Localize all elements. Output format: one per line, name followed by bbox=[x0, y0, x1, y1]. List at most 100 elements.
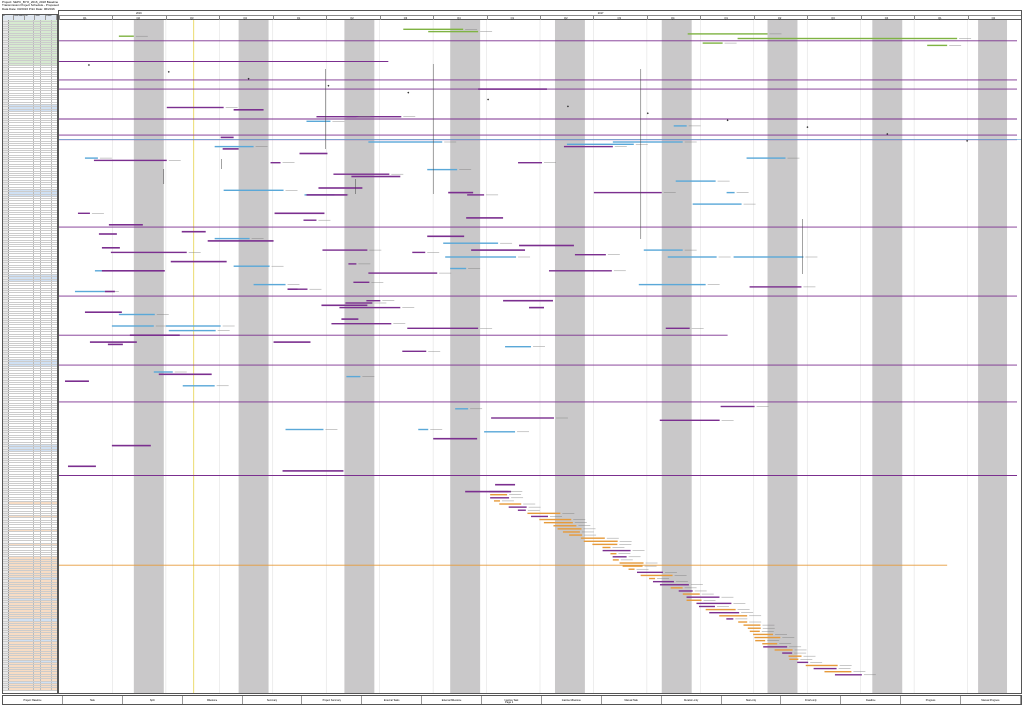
table-row[interactable] bbox=[3, 582, 57, 586]
table-row[interactable] bbox=[3, 233, 57, 236]
table-row[interactable] bbox=[3, 534, 57, 537]
table-row[interactable] bbox=[3, 332, 57, 335]
table-row[interactable] bbox=[3, 555, 57, 558]
table-row[interactable] bbox=[3, 148, 57, 151]
table-row[interactable] bbox=[3, 20, 57, 23]
table-row[interactable] bbox=[3, 536, 57, 540]
table-row[interactable] bbox=[3, 192, 57, 195]
table-row[interactable] bbox=[3, 559, 57, 563]
table-row[interactable] bbox=[3, 674, 57, 677]
table-row[interactable] bbox=[3, 309, 57, 312]
table-row[interactable] bbox=[3, 104, 57, 108]
table-row[interactable] bbox=[3, 201, 57, 204]
table-row[interactable] bbox=[3, 477, 57, 480]
table-row[interactable] bbox=[3, 511, 57, 514]
table-row[interactable] bbox=[3, 153, 57, 156]
table-row[interactable] bbox=[3, 265, 57, 269]
table-row[interactable] bbox=[3, 591, 57, 595]
table-row[interactable] bbox=[3, 185, 57, 188]
table-row[interactable] bbox=[3, 229, 57, 232]
table-row[interactable] bbox=[3, 557, 57, 560]
table-row[interactable] bbox=[3, 431, 57, 434]
table-row[interactable] bbox=[3, 564, 57, 567]
table-row[interactable] bbox=[3, 118, 57, 122]
table-row[interactable] bbox=[3, 47, 57, 50]
table-row[interactable] bbox=[3, 520, 57, 524]
table-row[interactable] bbox=[3, 84, 57, 87]
table-row[interactable] bbox=[3, 376, 57, 379]
table-row[interactable] bbox=[3, 481, 57, 484]
table-row[interactable] bbox=[3, 451, 57, 455]
table-row[interactable] bbox=[3, 160, 57, 163]
table-row[interactable] bbox=[3, 307, 57, 310]
table-row[interactable] bbox=[3, 187, 57, 190]
table-row[interactable] bbox=[3, 624, 57, 627]
table-row[interactable] bbox=[3, 681, 57, 684]
table-row[interactable] bbox=[3, 180, 57, 184]
table-row[interactable] bbox=[3, 670, 57, 673]
table-row[interactable] bbox=[3, 640, 57, 643]
table-row[interactable] bbox=[3, 272, 57, 275]
table-row[interactable] bbox=[3, 93, 57, 96]
table-row[interactable] bbox=[3, 543, 57, 546]
table-row[interactable] bbox=[3, 286, 57, 289]
column-duration[interactable]: Dur bbox=[25, 15, 36, 20]
table-row[interactable] bbox=[3, 495, 57, 498]
table-row[interactable] bbox=[3, 568, 57, 572]
table-row[interactable] bbox=[3, 621, 57, 625]
table-row[interactable] bbox=[3, 525, 57, 528]
table-row[interactable] bbox=[3, 603, 57, 606]
table-row[interactable] bbox=[3, 532, 57, 535]
table-row[interactable] bbox=[3, 362, 57, 365]
table-row[interactable] bbox=[3, 45, 57, 48]
table-row[interactable] bbox=[3, 210, 57, 213]
table-row[interactable] bbox=[3, 500, 57, 503]
table-row[interactable] bbox=[3, 256, 57, 259]
table-row[interactable] bbox=[3, 222, 57, 225]
table-row[interactable] bbox=[3, 293, 57, 296]
table-row[interactable] bbox=[3, 667, 57, 671]
table-row[interactable] bbox=[3, 435, 57, 439]
table-row[interactable] bbox=[3, 346, 57, 349]
table-row[interactable] bbox=[3, 366, 57, 370]
table-row[interactable] bbox=[3, 428, 57, 432]
table-row[interactable] bbox=[3, 550, 57, 553]
table-row[interactable] bbox=[3, 440, 57, 443]
table-row[interactable] bbox=[3, 56, 57, 60]
table-row[interactable] bbox=[3, 483, 57, 487]
table-row[interactable] bbox=[3, 454, 57, 457]
table-row[interactable] bbox=[3, 490, 57, 494]
table-row[interactable] bbox=[3, 107, 57, 110]
table-row[interactable] bbox=[3, 458, 57, 461]
table-row[interactable] bbox=[3, 130, 57, 133]
table-row[interactable] bbox=[3, 146, 57, 149]
table-row[interactable] bbox=[3, 585, 57, 588]
table-row[interactable] bbox=[3, 497, 57, 501]
table-row[interactable] bbox=[3, 403, 57, 406]
table-row[interactable] bbox=[3, 311, 57, 314]
table-row[interactable] bbox=[3, 215, 57, 218]
table-row[interactable] bbox=[3, 359, 57, 363]
table-row[interactable] bbox=[3, 206, 57, 209]
table-row[interactable] bbox=[3, 297, 57, 301]
table-row[interactable] bbox=[3, 245, 57, 248]
table-row[interactable] bbox=[3, 686, 57, 689]
table-row[interactable] bbox=[3, 141, 57, 145]
column-id[interactable]: ID bbox=[3, 15, 14, 20]
table-row[interactable] bbox=[3, 630, 57, 634]
table-row[interactable] bbox=[3, 226, 57, 230]
table-row[interactable] bbox=[3, 189, 57, 193]
table-row[interactable] bbox=[3, 194, 57, 197]
table-row[interactable] bbox=[3, 330, 57, 333]
table-row[interactable] bbox=[3, 447, 57, 450]
table-row[interactable] bbox=[3, 173, 57, 177]
table-row[interactable] bbox=[3, 203, 57, 207]
table-row[interactable] bbox=[3, 127, 57, 131]
table-row[interactable] bbox=[3, 288, 57, 292]
table-row[interactable] bbox=[3, 628, 57, 631]
table-row[interactable] bbox=[3, 339, 57, 342]
table-row[interactable] bbox=[3, 608, 57, 611]
table-row[interactable] bbox=[3, 408, 57, 411]
table-row[interactable] bbox=[3, 465, 57, 468]
gantt-plot[interactable] bbox=[59, 19, 1021, 694]
